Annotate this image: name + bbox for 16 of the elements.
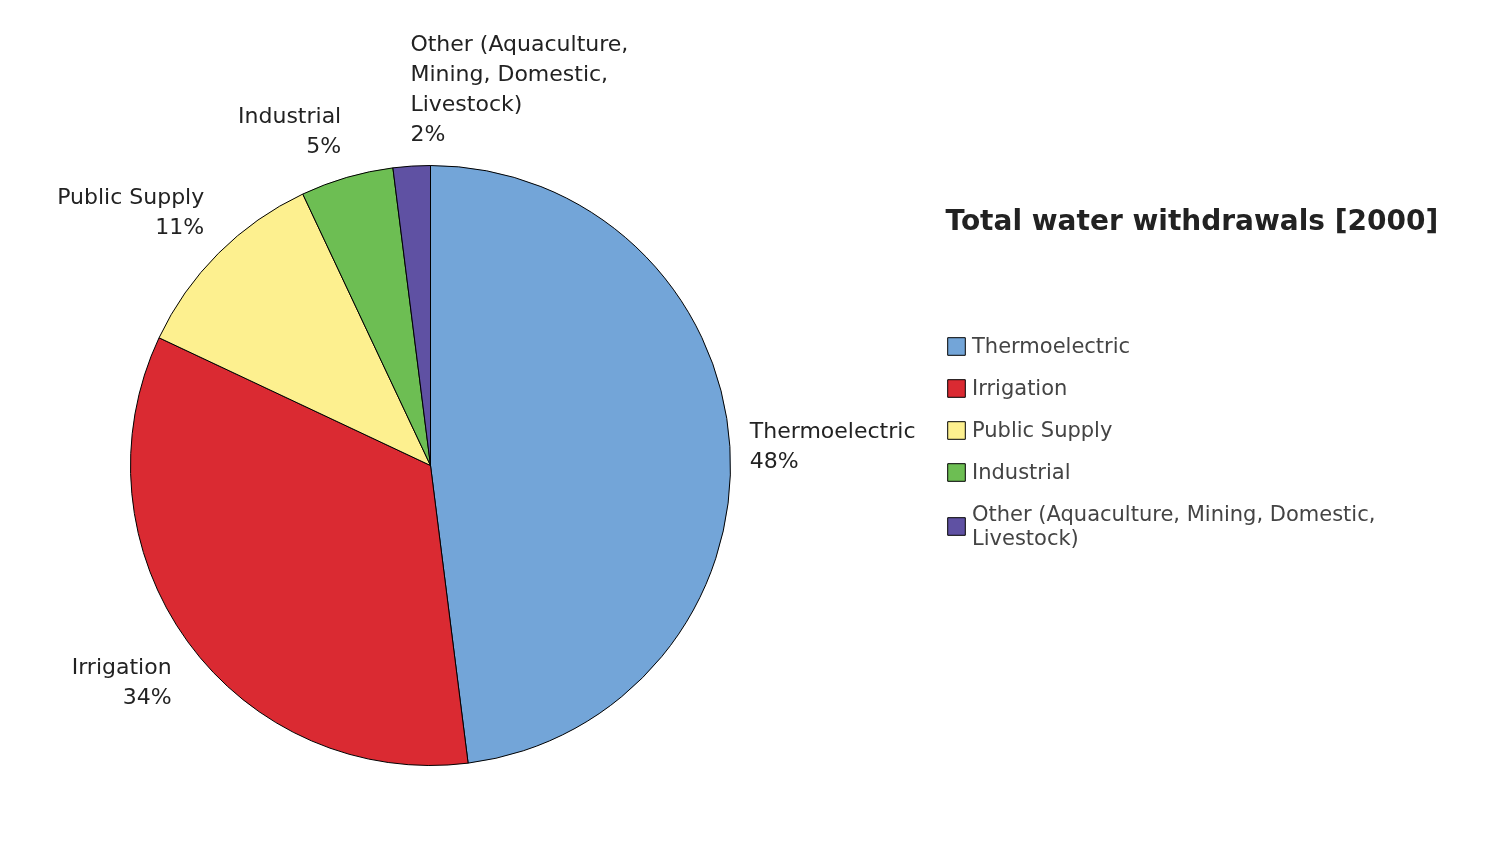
slice-label: Other (Aquaculture, Mining, Domestic, Livestock)	[410, 31, 629, 117]
slice-label: Public Supply	[57, 184, 205, 210]
data-label: 48%	[749, 447, 799, 473]
slice-label: Thermoelectric	[748, 417, 916, 443]
legend-label: Public Supply	[972, 418, 1113, 442]
data-label: 5%	[306, 133, 342, 159]
legend-label: Other (Aquaculture, Mining, Domestic, Livestock)	[972, 502, 1376, 550]
legend-label: Thermoelectric	[972, 334, 1131, 358]
legend-label: Irrigation	[972, 376, 1068, 400]
data-label: 2%	[410, 121, 446, 147]
slice-label: Industrial	[238, 103, 342, 129]
data-label: 34%	[122, 683, 172, 709]
legend-label: Industrial	[972, 460, 1071, 484]
data-label: 11%	[155, 214, 205, 240]
text: Total water withdrawals [2000]	[945, 204, 1439, 237]
slice-label: Irrigation	[71, 653, 172, 679]
